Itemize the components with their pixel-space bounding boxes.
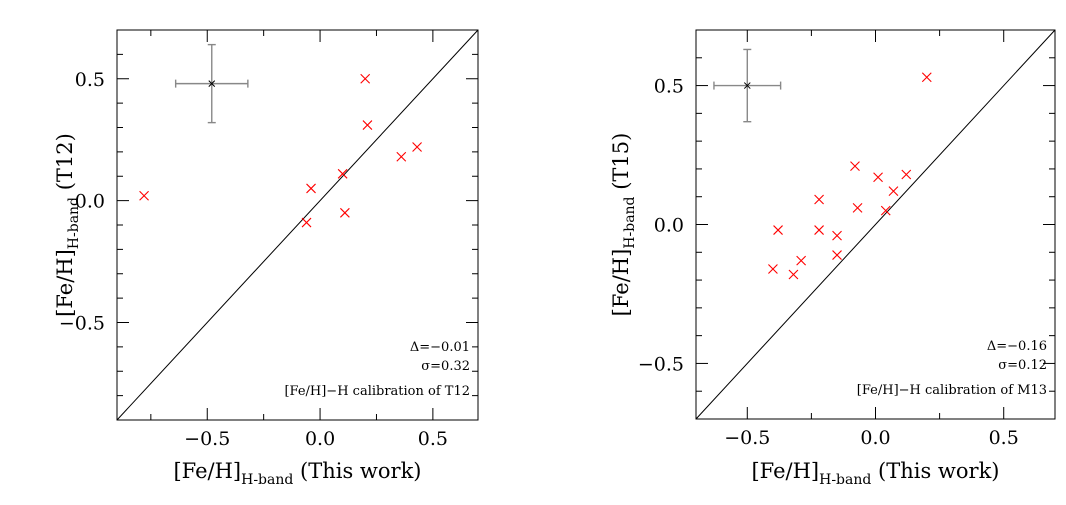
data-point	[921, 72, 932, 83]
x-tick-label: 0.5	[989, 427, 1019, 449]
data-point	[337, 168, 348, 179]
y-tick-label: 0.5	[654, 76, 684, 98]
data-point	[301, 217, 312, 228]
error-center-marker	[208, 80, 216, 87]
data-point	[832, 250, 842, 260]
annotation: Δ=−0.16	[987, 339, 1047, 354]
chart-panel-1: −0.5 0.0 0.5 −0.5 0.0 0.5 Δ=−0.01 σ=0.32 [Fe/H]−…	[53, 29, 479, 488]
one-to-one-line	[116, 29, 479, 421]
y-tick-label: −0.5	[638, 353, 684, 375]
y-axis-label: [Fe/H]H-band (T12)	[53, 133, 82, 317]
data-point	[360, 73, 371, 84]
x-tick-label: 0.5	[418, 428, 448, 450]
data-point	[339, 207, 350, 218]
annotation: σ=0.12	[998, 358, 1047, 373]
y-tick-label: 0.0	[654, 215, 684, 237]
data-point	[773, 225, 783, 235]
data-point	[306, 183, 316, 194]
annotation: Δ=−0.01	[410, 340, 470, 355]
x-axis-label: [Fe/H]H-band (This work)	[751, 459, 999, 488]
data-point	[814, 194, 824, 205]
y-tick-label: 0.5	[75, 69, 105, 91]
data-point	[880, 205, 891, 216]
data-point	[852, 202, 863, 213]
data-point	[788, 269, 799, 280]
data-point	[901, 169, 912, 180]
one-to-one-line	[695, 29, 1056, 420]
data-point	[768, 264, 778, 274]
y-axis-label: [Fe/H]H-band (T15)	[609, 133, 638, 317]
y-tick-label: 0.0	[75, 191, 105, 213]
annotation: [Fe/H]−H calibration of M13	[857, 383, 1047, 398]
x-tick-label: 0.0	[860, 427, 890, 449]
chart-panel-2: −0.5 0.0 0.5 −0.5 0.0 0.5 Δ=−0.16 σ=0.12 [Fe/H]−…	[609, 29, 1056, 488]
data-point	[396, 151, 407, 162]
data-point	[832, 230, 842, 241]
data-point	[850, 161, 860, 172]
x-tick-label: −0.5	[184, 428, 230, 450]
annotation: [Fe/H]−H calibration of T12	[284, 384, 470, 399]
data-point	[888, 186, 899, 197]
data-point	[139, 190, 149, 201]
y-tick-label: −0.5	[59, 313, 105, 335]
data-point	[796, 255, 807, 266]
data-point	[362, 120, 373, 130]
data-point	[873, 172, 883, 183]
error-center-marker	[743, 82, 751, 89]
annotation: σ=0.32	[421, 359, 470, 374]
x-tick-label: −0.5	[724, 427, 770, 449]
x-tick-label: 0.0	[305, 428, 335, 450]
data-point	[412, 142, 422, 152]
data-point	[814, 225, 824, 235]
x-axis-label: [Fe/H]H-band (This work)	[173, 459, 421, 488]
